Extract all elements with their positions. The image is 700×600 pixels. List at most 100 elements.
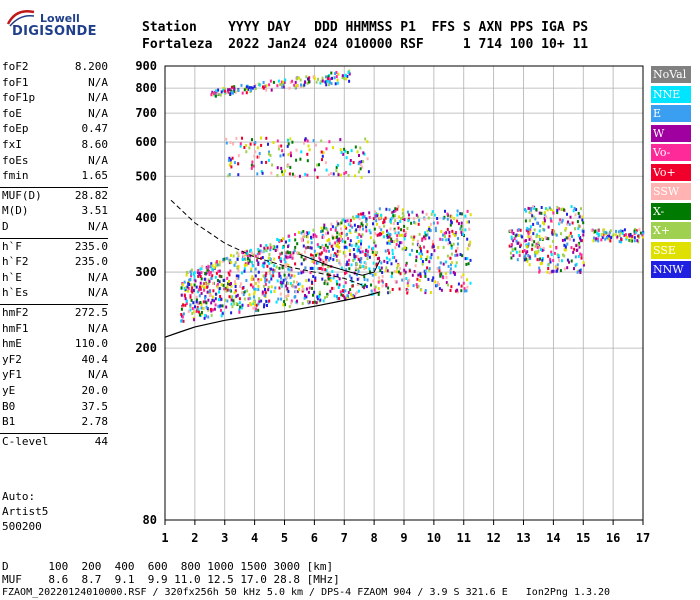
echo-point: [258, 297, 261, 301]
echo-point: [251, 251, 254, 255]
echo-point: [443, 235, 446, 238]
echo-point: [271, 163, 274, 167]
echo-point: [312, 75, 315, 79]
echo-point: [365, 285, 368, 289]
echo-point: [449, 289, 452, 292]
echo-point: [541, 261, 543, 265]
echo-point: [570, 259, 573, 263]
echo-point: [270, 290, 273, 294]
echo-point: [608, 234, 611, 238]
echo-point: [316, 163, 319, 167]
echo-point: [197, 310, 200, 314]
echo-point: [293, 274, 296, 278]
echo-point: [509, 229, 512, 232]
echo-point: [349, 231, 352, 235]
echo-point: [600, 238, 603, 242]
echo-point: [215, 271, 218, 275]
echo-point: [197, 269, 200, 272]
echo-point: [251, 86, 254, 90]
x-tick-label: 12: [486, 531, 500, 545]
echo-point: [182, 319, 185, 323]
echo-point: [416, 277, 419, 281]
echo-point: [517, 234, 520, 237]
echo-point: [234, 289, 237, 293]
echo-point: [379, 269, 382, 272]
param-name: yE: [2, 384, 16, 397]
echo-point: [350, 276, 353, 280]
echo-point: [294, 295, 297, 298]
echo-point: [246, 255, 249, 259]
echo-point: [442, 216, 445, 220]
echo-point: [325, 147, 328, 151]
echo-point: [249, 142, 252, 146]
echo-point: [446, 217, 449, 221]
echo-point: [347, 223, 350, 226]
echo-point: [452, 270, 455, 274]
echo-point: [623, 228, 626, 232]
echo-point: [310, 241, 313, 245]
echo-point: [218, 287, 221, 291]
echo-point: [553, 229, 556, 233]
echo-point: [532, 222, 535, 226]
echo-point: [575, 208, 578, 212]
echo-point: [373, 288, 376, 292]
echo-point: [297, 84, 300, 88]
echo-point: [257, 270, 260, 274]
echo-point: [453, 217, 455, 221]
echo-point: [541, 237, 544, 241]
echo-point: [396, 222, 399, 225]
echo-point: [582, 230, 585, 234]
echo-point: [445, 231, 448, 235]
echo-point: [429, 229, 432, 233]
echo-point: [196, 302, 199, 305]
echo-point: [449, 223, 452, 227]
echo-point: [415, 213, 418, 217]
param-value: 272.5: [74, 306, 108, 319]
echo-point: [257, 280, 260, 284]
echo-point: [292, 251, 295, 255]
echo-point: [388, 290, 391, 294]
echo-point: [356, 277, 359, 281]
echo-point: [518, 254, 521, 257]
echo-point: [312, 293, 314, 297]
echo-point: [440, 272, 443, 276]
echo-point: [349, 224, 352, 228]
echo-point: [366, 157, 369, 161]
echo-point: [191, 290, 194, 294]
echo-point: [253, 154, 256, 158]
echo-point: [269, 153, 272, 157]
echo-point: [212, 282, 214, 285]
echo-point: [539, 262, 542, 266]
echo-point: [288, 86, 291, 90]
echo-point: [215, 264, 218, 268]
echo-point: [256, 253, 259, 257]
echo-point: [241, 250, 244, 254]
echo-point: [288, 238, 291, 242]
echo-point: [359, 257, 362, 261]
echo-point: [273, 264, 276, 268]
echo-point: [536, 221, 539, 225]
echo-point: [237, 154, 240, 158]
echo-point: [228, 282, 231, 286]
echo-point: [388, 235, 391, 239]
echo-point: [226, 276, 229, 280]
echo-point: [336, 273, 339, 277]
echo-point: [378, 256, 380, 260]
echo-point: [306, 81, 309, 85]
echo-point: [305, 279, 308, 283]
echo-point: [386, 256, 388, 260]
echo-point: [238, 301, 241, 305]
echo-point: [426, 250, 429, 254]
echo-point: [275, 265, 278, 269]
echo-point: [341, 74, 344, 78]
echo-point: [361, 165, 364, 169]
echo-point: [219, 304, 222, 308]
echo-point: [349, 221, 351, 225]
echo-point: [353, 257, 356, 261]
echo-point: [280, 80, 283, 84]
echo-point: [304, 80, 307, 84]
echo-point: [249, 296, 252, 300]
echo-point: [378, 207, 381, 211]
echo-point: [262, 274, 265, 278]
echo-point: [417, 243, 420, 247]
